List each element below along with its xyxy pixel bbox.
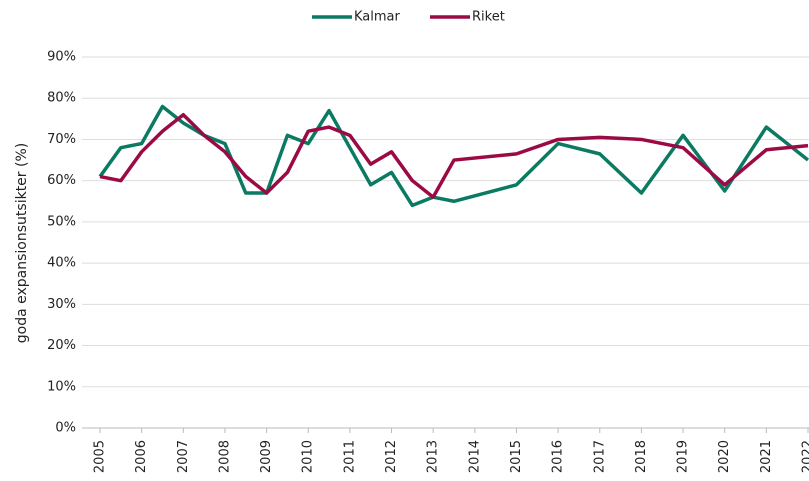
x-tick-label: 2022 (801, 440, 809, 473)
x-tick-label: 2008 (217, 440, 232, 473)
x-tick-label: 2007 (176, 440, 191, 473)
y-tick-label: 50% (47, 214, 76, 229)
y-tick-label: 70% (47, 132, 76, 147)
y-tick-label: 90% (47, 50, 76, 65)
x-tick-label: 2019 (676, 440, 691, 473)
x-tick-label: 2009 (259, 440, 274, 473)
x-tick-label: 2017 (592, 440, 607, 473)
y-tick-label: 40% (47, 256, 76, 271)
y-tick-label: 80% (47, 91, 76, 106)
y-axis-label: goda expansionsutsikter (%) (14, 143, 30, 343)
legend-label: Riket (472, 10, 505, 25)
x-tick-label: 2011 (342, 440, 357, 473)
series-line (98, 104, 809, 208)
y-tick-label: 10% (47, 379, 76, 394)
x-tick-label: 2014 (467, 440, 482, 473)
x-tick-label: 2012 (384, 440, 399, 473)
x-tick-label: 2015 (509, 440, 524, 473)
legend-label: Kalmar (354, 10, 401, 25)
x-tick-label: 2016 (551, 440, 566, 473)
y-tick-label: 20% (47, 338, 76, 353)
x-tick-label: 2018 (634, 440, 649, 473)
y-tick-label: 30% (47, 297, 76, 312)
x-tick-label: 2005 (93, 440, 108, 473)
x-tick-label: 2006 (134, 440, 149, 473)
x-tick-label: 2013 (426, 440, 441, 473)
series-line (99, 112, 809, 199)
x-tick-label: 2021 (759, 440, 774, 473)
x-tick-label: 2010 (301, 440, 316, 473)
y-tick-label: 60% (47, 173, 76, 188)
x-tick-label: 2020 (717, 440, 732, 473)
y-tick-label: 0% (55, 421, 76, 436)
